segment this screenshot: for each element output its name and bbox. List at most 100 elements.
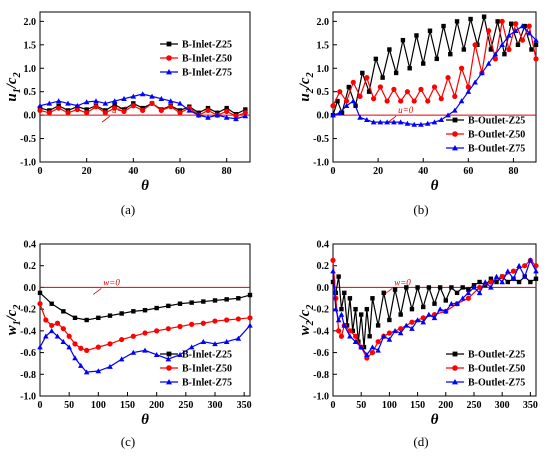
y-tick-label: -0.2 <box>313 305 329 316</box>
data-point <box>102 100 109 106</box>
data-point <box>386 330 392 336</box>
data-point <box>224 108 230 114</box>
data-point <box>533 56 539 62</box>
y-axis-label: u1/c2 <box>4 72 23 101</box>
data-point <box>477 284 483 291</box>
data-point <box>448 300 455 306</box>
data-point <box>177 110 183 116</box>
plot-frame <box>332 243 537 397</box>
data-point <box>357 93 363 99</box>
data-point <box>330 257 336 263</box>
data-point <box>400 37 406 43</box>
data-point <box>60 338 67 344</box>
y-tick-label: -0.5 <box>20 134 36 145</box>
x-tick-label: 0 <box>331 166 336 177</box>
data-point <box>424 120 431 126</box>
panel-2: 0 20 40 60 80 -1.0 -0.5 0.0 0.5 1.0 1.5 2.0 u=0 B-Out… <box>297 11 539 217</box>
data-point <box>472 42 478 48</box>
panel-caption: (a) <box>121 202 135 217</box>
data-point <box>177 323 183 330</box>
reference-arrow <box>93 288 102 295</box>
data-point <box>481 14 487 19</box>
legend-marker <box>452 145 458 151</box>
data-point <box>465 84 471 90</box>
data-point <box>364 351 370 357</box>
data-point <box>458 98 465 104</box>
data-point <box>482 279 489 285</box>
data-point <box>519 23 526 29</box>
data-point <box>346 84 351 90</box>
y-tick-label: -0.4 <box>313 326 329 337</box>
data-point <box>418 86 424 92</box>
x-tick-label: 350 <box>523 400 538 411</box>
data-point <box>142 308 148 313</box>
data-point <box>43 317 49 323</box>
data-point <box>233 116 239 122</box>
data-point <box>166 303 171 309</box>
data-point <box>350 98 357 104</box>
data-point <box>66 333 72 339</box>
data-point <box>522 263 528 269</box>
y-tick-label: -0.8 <box>313 370 329 381</box>
data-point <box>347 296 353 301</box>
y-tick-label: 1.5 <box>317 40 330 51</box>
series-B-Outlet-Z50 <box>330 18 539 109</box>
legend: B-Outlet-Z25 B-Outlet-Z50 B-Outlet-Z75 <box>446 116 525 155</box>
legend-marker <box>166 55 172 61</box>
legend-label: B-Inlet-Z25 <box>182 350 232 361</box>
x-tick-label: 0 <box>38 400 43 411</box>
x-tick-label: 250 <box>178 400 193 411</box>
data-point <box>510 275 517 281</box>
data-point <box>200 320 206 326</box>
data-point <box>527 257 534 263</box>
data-point <box>347 333 353 339</box>
data-point <box>107 341 113 347</box>
data-point <box>223 338 230 344</box>
data-point <box>449 285 454 290</box>
data-point <box>380 333 387 339</box>
data-point <box>353 306 358 312</box>
data-point <box>493 273 500 279</box>
data-point <box>364 306 370 312</box>
data-point <box>513 21 519 27</box>
data-point <box>330 112 336 118</box>
y-tick-label: 0.4 <box>317 240 330 251</box>
data-point <box>459 295 466 301</box>
data-point <box>167 98 174 104</box>
data-point <box>189 321 195 327</box>
reference-label: w=0 <box>394 277 411 287</box>
data-point <box>472 79 478 85</box>
data-point <box>142 347 148 353</box>
data-point <box>48 328 55 334</box>
data-point <box>398 98 404 104</box>
data-point <box>336 328 342 334</box>
data-point <box>510 268 517 274</box>
y-tick-label: 0.0 <box>24 283 37 294</box>
y-tick-label: -0.2 <box>20 305 36 316</box>
series-B-Inlet-Z75 <box>37 91 249 122</box>
data-point <box>404 89 411 95</box>
data-point <box>438 117 445 123</box>
data-point <box>149 100 155 107</box>
data-point <box>392 287 398 292</box>
data-point <box>364 117 370 123</box>
y-tick-label: -1.0 <box>20 392 36 403</box>
data-point <box>499 42 505 48</box>
data-point <box>119 311 124 316</box>
y-axis-label: w2/c2 <box>297 305 316 336</box>
data-point <box>95 344 101 350</box>
x-axis-label: θ <box>141 178 149 194</box>
data-point <box>398 326 404 332</box>
data-point <box>330 279 336 285</box>
data-point <box>84 110 90 116</box>
data-point <box>224 317 230 323</box>
y-tick-label: 1.0 <box>317 64 330 75</box>
data-point <box>177 100 183 106</box>
data-point <box>486 28 492 34</box>
data-point <box>65 100 71 106</box>
x-tick-label: 100 <box>382 400 397 411</box>
data-point <box>445 112 451 118</box>
data-point <box>335 98 340 104</box>
y-tick-label: 0.0 <box>317 283 330 294</box>
data-point <box>330 103 336 109</box>
